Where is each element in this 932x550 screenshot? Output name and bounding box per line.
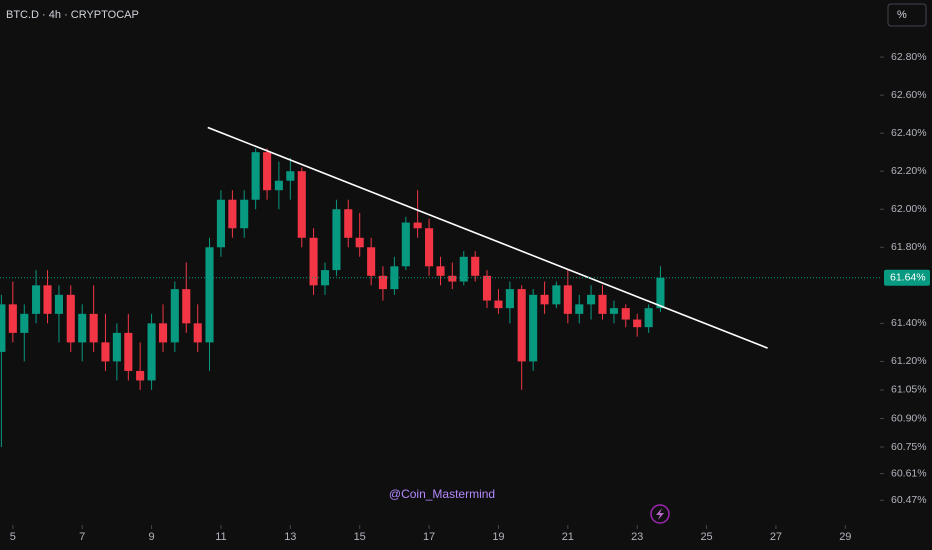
candle-body — [286, 171, 295, 181]
candle-body — [413, 222, 422, 229]
candle-body — [43, 285, 52, 314]
candle-body — [228, 199, 237, 229]
candle-body — [529, 294, 538, 362]
candle-body — [471, 256, 480, 276]
x-tick-label: 7 — [79, 531, 85, 543]
chart-title: BTC.D · 4h · CRYPTOCAP — [6, 9, 139, 21]
candle-body — [552, 285, 561, 305]
candle-body — [89, 313, 98, 343]
candle-body — [609, 308, 619, 314]
trendline — [207, 126, 768, 349]
candle-body — [425, 228, 434, 267]
x-tick-label: 17 — [423, 531, 435, 543]
candle-body — [8, 304, 17, 333]
candle-body — [378, 275, 387, 290]
x-tick-label: 27 — [770, 531, 782, 543]
y-tick-label: 60.61% — [891, 467, 927, 479]
candle-body — [274, 180, 283, 191]
unit-button-label[interactable]: % — [897, 9, 907, 21]
candle-body — [158, 323, 168, 343]
candle-body — [251, 152, 260, 200]
candle-body — [205, 247, 214, 343]
y-tick-label: 62.20% — [891, 165, 927, 177]
candle-body — [563, 285, 572, 314]
candle-body — [540, 294, 549, 305]
candle-body — [101, 342, 110, 362]
candle-body — [170, 289, 179, 343]
candle-body — [147, 323, 156, 381]
y-tick-label: 61.40% — [891, 317, 927, 329]
candle-body — [20, 313, 29, 333]
unit-button[interactable] — [887, 3, 927, 27]
lightning-icon[interactable] — [650, 504, 670, 524]
candle-body — [517, 289, 526, 362]
x-tick-label: 23 — [631, 531, 643, 543]
x-tick-label: 9 — [149, 531, 155, 543]
candle-body — [633, 319, 642, 328]
candle-body — [182, 289, 191, 324]
candle-body — [124, 332, 133, 371]
candle-body — [344, 209, 353, 238]
candle-body — [54, 294, 64, 314]
candle-body — [193, 323, 202, 343]
y-tick-label: 61.80% — [891, 241, 927, 253]
candle-body — [240, 199, 249, 229]
x-tick-label: 19 — [492, 531, 504, 543]
x-tick-label: 5 — [10, 531, 16, 543]
y-tick-label: 62.80% — [891, 51, 927, 63]
candle-body — [390, 266, 399, 290]
candle-body — [320, 270, 330, 286]
candle-body — [78, 313, 87, 343]
candle-body — [32, 285, 41, 314]
candle-body — [263, 152, 272, 191]
candle-body — [216, 199, 226, 248]
y-tick-label: 62.60% — [891, 89, 927, 101]
candle-body — [112, 332, 121, 362]
candle-body — [494, 300, 503, 309]
candle-body — [575, 304, 584, 314]
x-tick-label: 29 — [839, 531, 851, 543]
candle-body — [598, 294, 607, 314]
candle-body — [644, 308, 653, 328]
candle-body — [309, 237, 318, 286]
lightning-bolt — [656, 508, 664, 520]
y-tick-label: 60.47% — [891, 494, 927, 506]
y-tick-label: 60.75% — [891, 441, 927, 453]
x-tick-label: 15 — [354, 531, 366, 543]
candle-body — [448, 275, 457, 282]
candle-body — [656, 277, 665, 309]
candle-body — [459, 256, 468, 282]
candle-body — [332, 209, 341, 271]
x-tick-label: 21 — [562, 531, 574, 543]
candle-body — [482, 275, 492, 301]
y-tick-label: 62.00% — [891, 203, 927, 215]
x-tick-label: 13 — [284, 531, 296, 543]
candle-body — [136, 370, 145, 381]
x-tick-label: 25 — [700, 531, 712, 543]
x-tick-label: 11 — [215, 531, 226, 543]
last-price-label: 61.64% — [890, 271, 926, 283]
candle-body — [621, 308, 630, 320]
candle-body — [367, 247, 376, 276]
candle-body — [66, 294, 75, 343]
watermark: @Coin_Mastermind — [389, 487, 495, 501]
y-tick-label: 62.40% — [891, 127, 927, 139]
candle-body — [401, 222, 410, 267]
candle-body — [587, 294, 596, 305]
y-tick-label: 60.90% — [891, 412, 927, 424]
y-tick-label: 61.20% — [891, 355, 927, 367]
candle-body — [436, 266, 445, 276]
last-price-box — [884, 269, 930, 286]
candle-body — [0, 304, 6, 352]
candle-body — [355, 237, 364, 248]
candle-body — [297, 171, 306, 238]
candle-body — [505, 289, 514, 309]
y-tick-label: 61.05% — [891, 384, 927, 396]
